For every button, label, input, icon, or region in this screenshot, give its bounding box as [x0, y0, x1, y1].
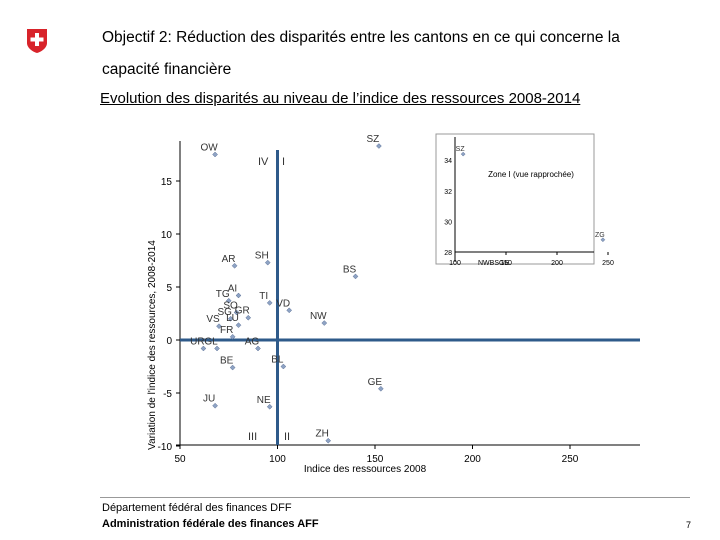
footer-administration: Administration fédérale des finances AFF: [102, 518, 319, 530]
main-y-tick-label: -10: [158, 442, 173, 453]
data-point-label-gl: GL: [204, 336, 218, 347]
data-point-label-sz: SZ: [367, 134, 380, 145]
inset-point-sz: [460, 151, 466, 157]
data-point-ow: [212, 151, 218, 158]
inset-y-tick-label: 30: [444, 219, 452, 226]
inset-y-tick-label: 32: [444, 189, 452, 196]
data-point-label-ju: JU: [203, 394, 215, 405]
footer-divider: [100, 497, 690, 498]
main-x-tick-label: 150: [367, 454, 384, 465]
quadrant-label-iv: IV: [258, 156, 269, 168]
data-point-label-zh: ZH: [316, 429, 329, 440]
main-y-tick-label: 10: [161, 230, 173, 241]
data-point-so: [233, 309, 240, 316]
data-point-label-ge: GE: [368, 377, 383, 388]
data-point-ur: [200, 345, 207, 352]
quadrant-label-i: I: [282, 156, 285, 168]
page-number: 7: [686, 520, 692, 530]
inset-x-tick-label: 100: [449, 260, 461, 267]
data-point-ne: [266, 403, 273, 410]
data-point-ti: [266, 300, 273, 306]
data-point-label-nw: NW: [310, 311, 327, 322]
data-point-label-bs: BS: [343, 264, 357, 275]
data-point-label-ti: TI: [259, 291, 268, 302]
data-point-label-ar: AR: [222, 254, 236, 265]
swiss-cross-logo: [26, 28, 48, 54]
main-y-tick-label: 15: [161, 177, 173, 188]
main-x-tick-label: 200: [464, 454, 481, 465]
data-point-nw: [321, 320, 328, 326]
quadrant-label-iii: III: [248, 431, 257, 443]
data-point-ju: [212, 402, 218, 409]
data-point-gr: [245, 314, 252, 321]
quadrant-label-ii: II: [284, 431, 290, 443]
data-point-label-sh: SH: [255, 251, 269, 262]
data-point-label-ow: OW: [200, 143, 218, 154]
data-point-sg: [227, 315, 234, 322]
data-point-label-ai: AI: [228, 283, 237, 294]
data-point-label-sg: SG: [217, 307, 232, 318]
data-point-gl: [214, 345, 220, 352]
data-point-ge: [377, 385, 384, 392]
data-point-ai: [235, 292, 242, 299]
inset-y-tick-label: 34: [444, 158, 452, 165]
data-point-be: [229, 364, 236, 371]
data-point-fr: [229, 333, 236, 340]
x-axis-label: Indice des ressources 2008: [304, 464, 427, 475]
data-point-label-vs: VS: [206, 314, 220, 325]
data-point-vd: [286, 307, 293, 314]
data-point-bl: [280, 363, 287, 370]
data-point-sz: [376, 143, 382, 149]
main-x-tick-label: 250: [562, 454, 579, 465]
main-y-tick-label: 0: [166, 336, 172, 347]
inset-frame: [435, 133, 595, 265]
page-title: Objectif 2: Réduction des disparités ent…: [102, 29, 620, 78]
data-point-label-fr: FR: [220, 325, 233, 336]
inset-y-tick-label: 28: [444, 250, 452, 257]
inset-point-label-zg: ZG: [595, 232, 605, 239]
inset-x-tick-label: 150: [500, 260, 512, 267]
data-point-label-gr: GR: [235, 306, 250, 317]
data-point-label-ag: AG: [245, 336, 260, 347]
data-point-tg: [225, 297, 232, 304]
data-point-label-be: BE: [220, 356, 234, 367]
data-point-label-tg: TG: [216, 289, 230, 300]
footer-department: Département fédéral des finances DFF: [102, 502, 292, 514]
data-point-ag: [255, 345, 261, 352]
data-point-sh: [264, 259, 271, 266]
data-point-lu: [235, 322, 242, 329]
main-x-tick-label: 50: [174, 454, 186, 465]
inset-x-axis-overlap-labels: NWBSGE: [478, 260, 509, 267]
inset-zone-i-plot: Zone I (vue rapprochée) 34 32 30 28 100 150 2…: [435, 133, 614, 267]
data-point-label-bl: BL: [271, 355, 284, 366]
data-point-zh: [325, 437, 332, 444]
data-point-label-lu: LU: [226, 313, 239, 324]
inset-point-zg: [600, 237, 606, 243]
main-x-tick-label: 100: [269, 454, 286, 465]
inset-point-label-sz: SZ: [456, 146, 466, 153]
main-y-tick-label: -5: [163, 389, 172, 400]
data-point-label-so: SO: [223, 300, 238, 311]
data-point-bs: [352, 273, 359, 280]
inset-x-tick-label: 200: [551, 260, 563, 267]
chart-subtitle: Evolution des disparités au niveau de l’…: [100, 90, 581, 107]
data-point-ar: [231, 262, 238, 269]
inset-x-tick-label: 250: [602, 260, 614, 267]
data-point-label-vd: VD: [276, 298, 290, 309]
data-point-label-ur: UR: [190, 336, 204, 347]
data-point-vs: [216, 323, 222, 330]
inset-title: Zone I (vue rapprochée): [488, 170, 574, 179]
y-axis-label: Variation de l'indice des ressources, 20…: [147, 240, 158, 450]
main-y-tick-label: 5: [166, 283, 172, 294]
data-point-label-ne: NE: [257, 395, 271, 406]
